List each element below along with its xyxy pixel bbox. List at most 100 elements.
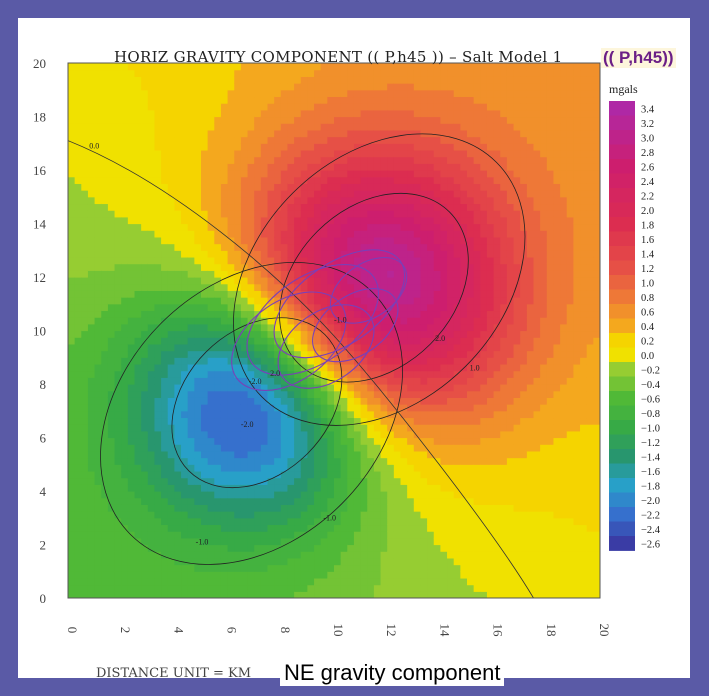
heatmap-cell <box>400 69 408 77</box>
heatmap-cell <box>393 83 402 91</box>
heatmap-cell <box>114 123 122 131</box>
heatmap-cell <box>147 437 156 445</box>
heatmap-cell <box>314 424 322 432</box>
heatmap-cell <box>314 577 322 586</box>
heatmap-cell <box>107 524 116 532</box>
heatmap-cell <box>314 564 322 572</box>
heatmap-cell <box>433 577 441 586</box>
heatmap-cell <box>194 210 202 218</box>
heatmap-cell <box>247 263 255 271</box>
heatmap-cell <box>187 163 195 171</box>
heatmap-cell <box>127 256 136 265</box>
heatmap-cell <box>280 297 289 305</box>
heatmap-cell <box>161 89 169 98</box>
heatmap-cell <box>154 136 162 144</box>
heatmap-cell <box>294 564 302 572</box>
heatmap-cell <box>447 491 455 499</box>
heatmap-cell <box>447 384 455 392</box>
heatmap-cell <box>300 190 308 198</box>
heatmap-cell <box>81 190 89 198</box>
heatmap-cell <box>207 96 215 104</box>
heatmap-cell <box>340 551 348 559</box>
heatmap-cell <box>347 277 355 285</box>
heatmap-cell <box>68 143 76 151</box>
heatmap-cell <box>187 343 195 352</box>
heatmap-cell <box>320 290 328 298</box>
heatmap-cell <box>347 437 355 445</box>
heatmap-cell <box>334 584 342 592</box>
heatmap-cell <box>360 444 368 452</box>
heatmap-cell <box>440 584 448 592</box>
heatmap-cell <box>373 143 382 151</box>
heatmap-cell <box>260 343 269 352</box>
heatmap-cell <box>154 76 162 84</box>
heatmap-cell <box>260 317 269 325</box>
heatmap-cell <box>353 310 362 318</box>
heatmap-cell <box>254 557 262 566</box>
heatmap-cell <box>373 263 382 271</box>
heatmap-cell <box>101 390 109 398</box>
heatmap-cell <box>460 544 468 552</box>
heatmap-cell <box>400 470 408 479</box>
heatmap-cell <box>287 250 295 258</box>
heatmap-cell <box>413 83 422 91</box>
heatmap-cell <box>387 357 395 365</box>
heatmap-cell <box>467 250 475 258</box>
heatmap-cell <box>161 457 169 465</box>
heatmap-cell <box>141 250 149 258</box>
heatmap-cell <box>373 497 382 505</box>
heatmap-cell <box>94 330 102 338</box>
heatmap-cell <box>174 183 182 191</box>
heatmap-cell <box>134 504 142 512</box>
heatmap-cell <box>393 551 402 559</box>
heatmap-cell <box>433 390 441 398</box>
heatmap-cell <box>94 531 102 539</box>
heatmap-cell <box>194 163 202 171</box>
heatmap-cell <box>260 430 269 439</box>
heatmap-cell <box>447 196 455 205</box>
heatmap-cell <box>460 577 468 586</box>
heatmap-cell <box>360 170 368 178</box>
heatmap-cell <box>360 464 368 472</box>
heatmap-cell <box>387 504 395 512</box>
heatmap-cell <box>154 457 162 465</box>
heatmap-cell <box>174 303 182 312</box>
heatmap-cell <box>234 517 242 526</box>
heatmap-cell <box>154 83 162 91</box>
heatmap-cell <box>161 76 169 84</box>
heatmap-cell <box>260 450 269 459</box>
heatmap-cell <box>147 464 156 472</box>
heatmap-cell <box>274 96 282 104</box>
heatmap-cell <box>147 69 156 77</box>
heatmap-cell <box>314 183 322 191</box>
heatmap-cell <box>334 196 342 205</box>
heatmap-cell <box>373 384 382 392</box>
heatmap-cell <box>214 544 222 552</box>
heatmap-cell <box>161 504 169 512</box>
heatmap-cell <box>174 404 182 412</box>
heatmap-cell <box>334 337 342 345</box>
heatmap-cell <box>147 277 156 285</box>
heatmap-cell <box>300 577 308 586</box>
heatmap-cell <box>247 170 255 178</box>
heatmap-cell <box>467 350 475 358</box>
heatmap-cell <box>400 337 408 345</box>
heatmap-cell <box>147 457 156 465</box>
heatmap-cell <box>94 370 102 378</box>
heatmap-cell <box>467 511 475 519</box>
heatmap-cell <box>360 390 368 398</box>
heatmap-cell <box>420 370 428 378</box>
heatmap-cell <box>373 564 382 572</box>
heatmap-cell <box>340 444 348 452</box>
heatmap-cell <box>473 517 481 526</box>
heatmap-cell <box>240 83 249 91</box>
heatmap-cell <box>413 464 422 472</box>
heatmap-cell <box>400 377 408 385</box>
heatmap-cell <box>214 370 222 378</box>
heatmap-cell <box>440 517 448 526</box>
heatmap-cell <box>373 109 382 118</box>
heatmap-cell <box>154 210 162 218</box>
heatmap-cell <box>433 337 441 345</box>
heatmap-cell <box>114 357 122 365</box>
heatmap-cell <box>234 76 242 84</box>
